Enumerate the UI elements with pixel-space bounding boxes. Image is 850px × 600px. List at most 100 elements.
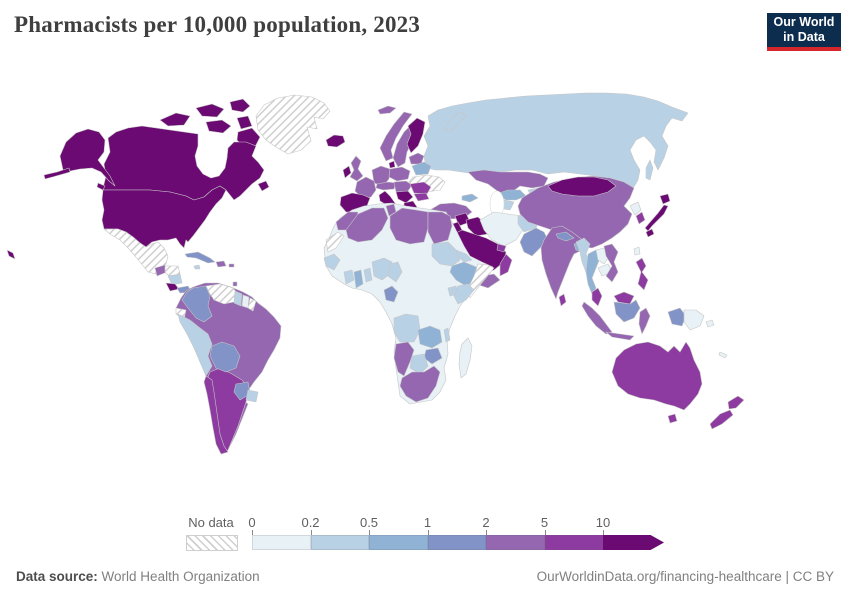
country-suriname[interactable]: [241, 294, 250, 309]
country-baltics[interactable]: [408, 152, 425, 165]
country-vietnam[interactable]: [603, 243, 619, 283]
country-kenya[interactable]: [453, 283, 475, 305]
country-sakhalin[interactable]: [645, 159, 654, 181]
country-novaya-zemlya[interactable]: [443, 111, 467, 133]
country-australia[interactable]: [611, 341, 703, 411]
country-java[interactable]: [605, 331, 635, 341]
country-arctic-islands[interactable]: [159, 112, 191, 127]
country-zambia[interactable]: [417, 325, 443, 349]
country-malawi[interactable]: [443, 327, 451, 343]
country-new-zealand[interactable]: [709, 409, 734, 430]
credit-link[interactable]: OurWorldinData.org/financing-healthcare …: [536, 569, 834, 584]
country-arctic-islands[interactable]: [195, 103, 225, 118]
legend-segment-2-5[interactable]: [486, 535, 545, 550]
country-denmark[interactable]: [388, 160, 396, 169]
country-hispaniola[interactable]: [215, 260, 227, 268]
country-finland[interactable]: [406, 117, 426, 154]
country-senegal-guinea[interactable]: [323, 253, 341, 271]
country-pacific-islands[interactable]: [705, 319, 715, 328]
country-nicaragua[interactable]: [167, 273, 183, 286]
country-french-guiana[interactable]: [247, 297, 257, 312]
country-borneo-indonesia[interactable]: [613, 299, 641, 323]
country-central-europe[interactable]: [393, 180, 413, 193]
country-trinidad[interactable]: [232, 281, 238, 287]
country-pakistan[interactable]: [519, 227, 549, 257]
country-west-papua[interactable]: [667, 307, 687, 327]
country-balkans[interactable]: [395, 190, 414, 204]
country-russia[interactable]: [423, 92, 689, 197]
country-romania[interactable]: [409, 181, 432, 195]
country-cameroon[interactable]: [387, 261, 403, 283]
country-arctic-islands[interactable]: [229, 98, 251, 113]
country-mongolia[interactable]: [547, 176, 617, 197]
country-malaysia[interactable]: [591, 287, 603, 307]
country-bulgaria[interactable]: [413, 192, 430, 202]
legend-segment-05-1[interactable]: [369, 535, 428, 550]
country-hawaii[interactable]: [6, 249, 16, 260]
country-bolivia[interactable]: [209, 341, 241, 373]
country-jamaica[interactable]: [193, 264, 201, 270]
country-sumatra[interactable]: [581, 301, 613, 335]
country-south-korea[interactable]: [635, 211, 646, 225]
country-new-zealand[interactable]: [727, 395, 745, 410]
country-egypt[interactable]: [427, 211, 453, 245]
country-japan[interactable]: [645, 228, 655, 238]
country-south-africa[interactable]: [399, 365, 441, 403]
country-papua-new-guinea[interactable]: [683, 309, 705, 331]
country-sulawesi[interactable]: [638, 307, 651, 335]
country-north-korea[interactable]: [629, 201, 642, 216]
country-uae-qatar[interactable]: [496, 243, 507, 253]
country-uruguay[interactable]: [245, 389, 259, 403]
owid-logo[interactable]: Our World in Data: [767, 13, 841, 51]
country-poland[interactable]: [388, 166, 411, 182]
country-guyana[interactable]: [233, 290, 243, 307]
country-nepal[interactable]: [555, 231, 575, 242]
legend-segment-0-02[interactable]: [252, 535, 311, 550]
country-togo-benin[interactable]: [363, 267, 373, 283]
country-iceland[interactable]: [325, 134, 346, 148]
country-aleutians[interactable]: [43, 167, 71, 180]
no-data-swatch[interactable]: [186, 535, 238, 551]
country-alpine[interactable]: [375, 181, 397, 191]
country-western-sahara[interactable]: [325, 231, 345, 253]
country-chile[interactable]: [203, 375, 229, 455]
country-ireland[interactable]: [342, 165, 352, 179]
country-ivory-coast[interactable]: [343, 269, 355, 285]
country-arctic-islands[interactable]: [236, 115, 253, 130]
country-belarus[interactable]: [411, 161, 432, 176]
country-kazakhstan[interactable]: [467, 169, 549, 197]
country-peru[interactable]: [177, 313, 213, 377]
country-namibia[interactable]: [393, 341, 415, 377]
country-mexico[interactable]: [103, 228, 169, 275]
country-newfoundland[interactable]: [257, 180, 270, 192]
country-puerto-rico[interactable]: [228, 263, 235, 268]
country-taiwan[interactable]: [633, 246, 641, 256]
country-alaska[interactable]: [59, 128, 116, 187]
country-norway[interactable]: [379, 111, 413, 162]
country-ghana[interactable]: [353, 269, 364, 289]
country-france[interactable]: [354, 176, 377, 199]
country-china[interactable]: [517, 175, 635, 249]
legend-segment-10-plus[interactable]: [603, 535, 664, 550]
country-svalbard[interactable]: [377, 105, 397, 115]
country-libya[interactable]: [389, 207, 429, 245]
country-oman[interactable]: [499, 253, 513, 277]
country-greenland[interactable]: [255, 94, 331, 155]
country-botswana[interactable]: [409, 353, 429, 375]
country-iran[interactable]: [479, 211, 525, 247]
country-eritrea[interactable]: [455, 249, 473, 263]
country-japan[interactable]: [659, 193, 671, 205]
country-uk[interactable]: [349, 155, 364, 182]
country-sudan[interactable]: [431, 241, 461, 267]
legend-segment-1-2[interactable]: [427, 535, 486, 550]
country-somalia[interactable]: [467, 263, 495, 299]
country-japan[interactable]: [644, 204, 669, 232]
legend-segment-5-10[interactable]: [544, 535, 603, 550]
country-sri-lanka[interactable]: [558, 293, 567, 307]
country-tasmania[interactable]: [667, 413, 678, 424]
legend-segment-02-05[interactable]: [310, 535, 369, 550]
country-algeria[interactable]: [345, 207, 389, 243]
country-colombia[interactable]: [181, 285, 213, 323]
country-pacific-islands[interactable]: [718, 351, 728, 359]
